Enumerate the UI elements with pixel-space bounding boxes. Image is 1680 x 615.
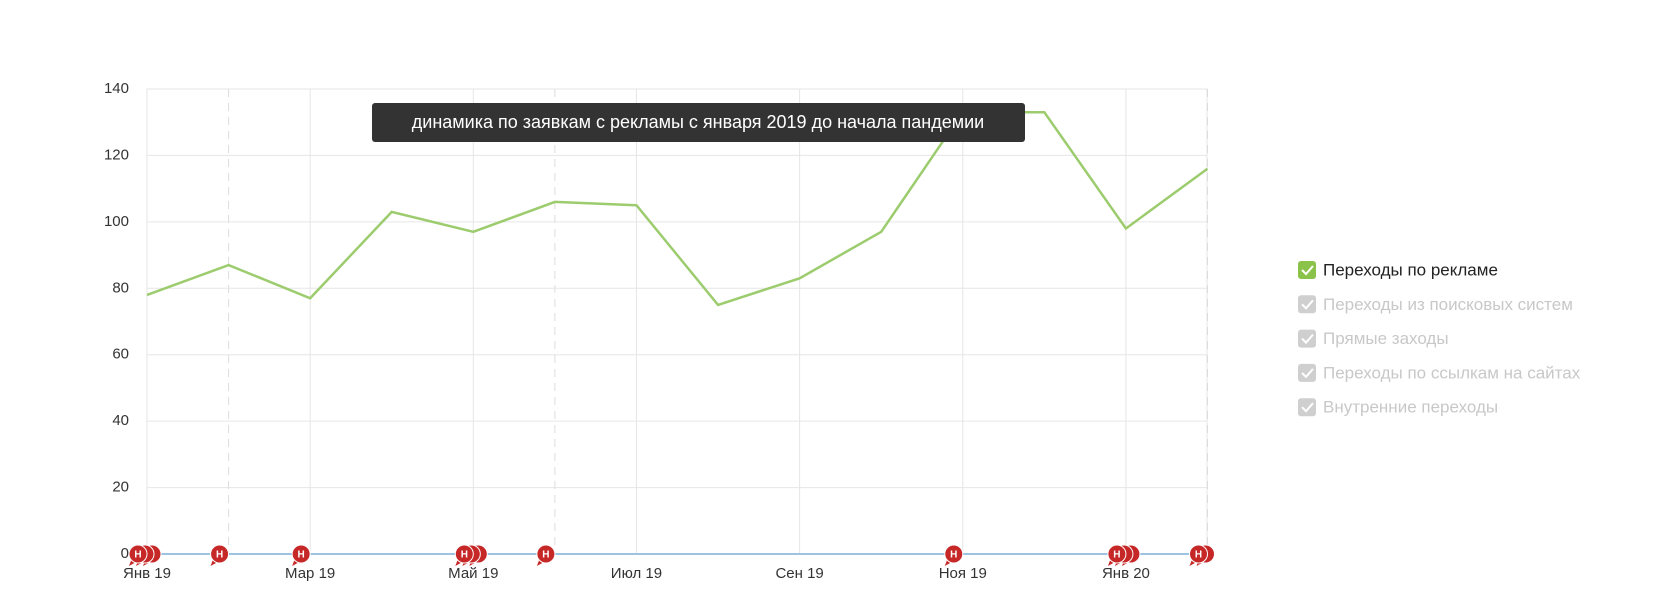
legend-checkbox [1298,363,1316,382]
note-circle [536,544,556,564]
note-circle [210,544,230,564]
note-marker[interactable]: Н [536,544,556,566]
note-label: Н [461,550,468,561]
note-circle [944,544,964,564]
note-circle [1189,544,1208,564]
legend-check [1301,265,1314,276]
legend-item[interactable]: Прямые заходы [1298,329,1449,348]
legend-label: Переходы по ссылкам на сайтах [1323,363,1581,382]
note-marker[interactable]: Н [291,544,311,566]
legend-item[interactable]: Переходы по ссылкам на сайтах [1298,363,1581,382]
legend-check [1301,333,1314,345]
note-circle [128,544,148,564]
note-circle [291,544,311,564]
note-marker[interactable]: Н [1189,544,1208,566]
plot-border [146,88,1208,555]
tooltip-text: динамика по заявкам с рекламы с января 2… [412,112,984,132]
legend-item[interactable]: Внутренние переходы [1298,398,1498,417]
legend-checkbox [1298,398,1316,417]
legend-check [1301,402,1314,413]
note-label: Н [134,550,141,561]
note-label: Н [216,550,223,561]
legend-item[interactable]: Переходы из поисковых систем [1298,295,1573,314]
note-label: Н [950,550,957,561]
x-tick-label: Июл 19 [611,565,662,582]
tooltip-box [372,103,1025,142]
legend-label: Прямые заходы [1323,329,1449,348]
series-line [146,111,1209,307]
legend-label: Переходы из поисковых систем [1323,295,1573,314]
note-marker[interactable]: Н [944,544,964,566]
y-tick-label: 40 [112,412,129,429]
note-label: Н [298,550,305,561]
x-tick-label: Сен 19 [775,565,823,582]
note-marker[interactable]: Н [1107,544,1127,566]
legend-item[interactable]: Переходы по рекламе [1298,260,1498,279]
y-tick-label: 80 [112,279,129,296]
y-tick-label: 20 [112,479,129,496]
y-tick-label: 140 [104,80,129,97]
y-tick-label: 60 [112,346,129,363]
legend-check [1301,299,1314,310]
x-tick-label: Янв 20 [1102,565,1150,582]
x-tick-label: Май 19 [448,565,498,582]
note-label: Н [542,550,549,561]
note-label: Н [1113,550,1120,561]
y-tick-label: 100 [104,213,129,230]
y-tick-label: 0 [121,545,129,562]
y-tick-label: 120 [104,146,129,163]
x-tick-label: Ноя 19 [939,565,987,582]
legend-checkbox [1298,295,1316,314]
legend-check [1301,368,1314,379]
note-circle [1107,544,1127,564]
x-tick-label: Янв 19 [123,565,171,582]
note-marker[interactable]: Н [210,544,230,566]
legend-checkbox [1298,329,1316,348]
legend-label: Переходы по рекламе [1323,260,1498,279]
note-label: Н [1195,550,1202,561]
note-marker[interactable]: Н [454,544,474,566]
note-circle [454,544,474,564]
x-tick-label: Мар 19 [285,565,335,582]
note-marker[interactable]: Н [128,544,148,566]
legend-checkbox [1298,261,1316,279]
legend-label: Внутренние переходы [1323,398,1498,417]
